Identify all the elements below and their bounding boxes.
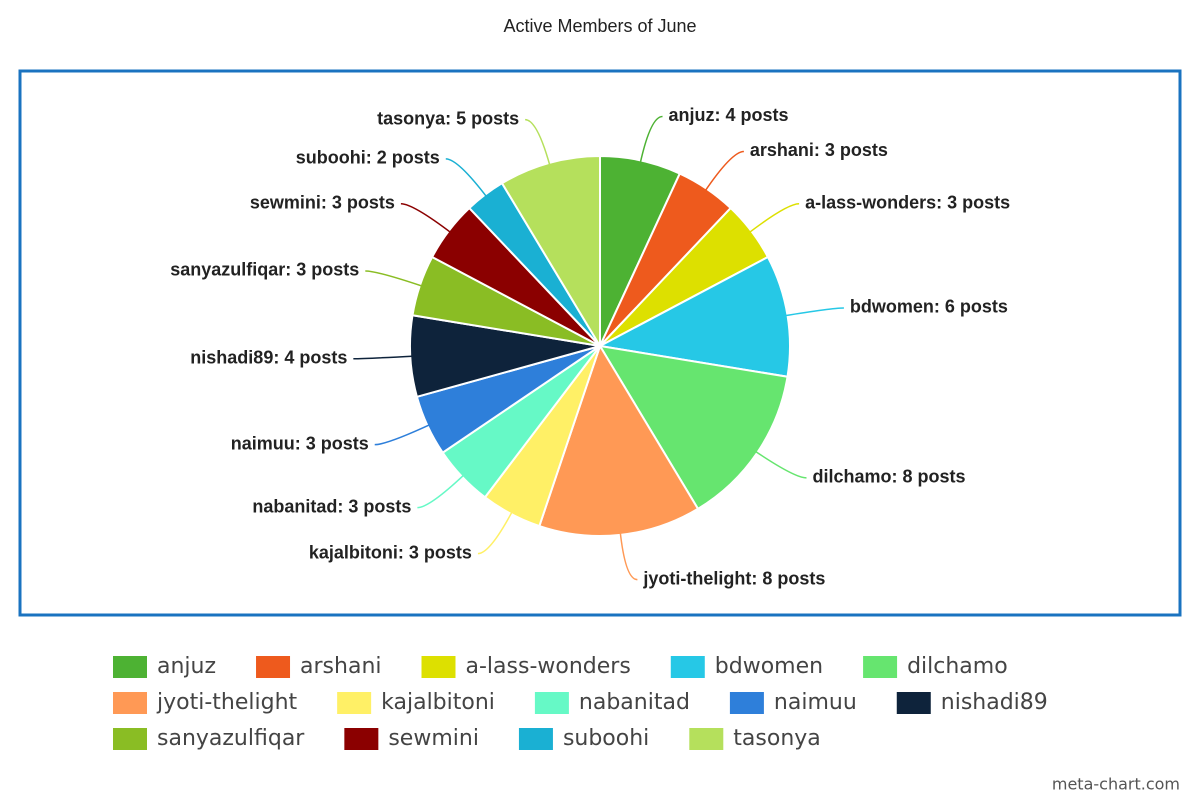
data-label: bdwomen: 6 posts — [850, 297, 1008, 317]
legend-swatch — [113, 728, 147, 750]
leader-line — [753, 449, 807, 479]
legend-label: bdwomen — [715, 654, 823, 679]
leader-line — [365, 270, 424, 288]
data-label: sanyazulfiqar: 3 posts — [170, 260, 359, 280]
legend-swatch — [670, 656, 705, 678]
legend-swatch — [337, 692, 372, 714]
legend-label: arshani — [300, 654, 381, 679]
leader-line — [783, 307, 844, 317]
chart-frame — [18, 69, 1182, 617]
legend-label: jyoti-thelight — [156, 690, 298, 715]
legend-swatch — [344, 728, 379, 750]
data-label: nabanitad: 3 posts — [252, 496, 411, 516]
legend-label: sanyazulfiqar — [157, 726, 305, 751]
legend-label: nabanitad — [579, 690, 690, 715]
legend-label: suboohi — [563, 726, 649, 751]
data-label: arshani: 3 posts — [750, 140, 888, 160]
legend-label: tasonya — [733, 726, 820, 751]
legend-swatch — [896, 692, 931, 714]
data-label: dilchamo: 8 posts — [813, 467, 966, 487]
legend-swatch — [421, 656, 456, 678]
data-label: suboohi: 2 posts — [296, 148, 440, 168]
data-label: anjuz: 4 posts — [669, 105, 789, 125]
legend-swatch — [729, 692, 764, 714]
legend-swatch — [689, 728, 724, 750]
data-label: nishadi89: 4 posts — [190, 347, 347, 367]
legend-label: dilchamo — [907, 654, 1008, 679]
data-label: sewmini: 3 posts — [250, 193, 395, 213]
legend-swatch — [534, 692, 569, 714]
legend-swatch — [256, 656, 291, 678]
leader-line — [417, 473, 466, 509]
legend-label: nishadi89 — [941, 690, 1048, 715]
leader-line — [639, 115, 663, 165]
leader-line — [524, 118, 551, 167]
leader-line — [477, 509, 514, 555]
legend-swatch — [113, 692, 147, 714]
legend-swatch — [113, 656, 147, 678]
leader-line — [374, 423, 432, 446]
leader-line — [353, 355, 415, 360]
data-label: jyoti-thelight: 8 posts — [642, 568, 825, 588]
data-label: a-lass-wonders: 3 posts — [805, 193, 1010, 213]
data-label: tasonya: 5 posts — [377, 108, 519, 128]
leader-line — [747, 203, 800, 235]
data-label: naimuu: 3 posts — [231, 433, 369, 453]
legend-swatch — [863, 656, 898, 678]
legend-label: naimuu — [774, 690, 857, 715]
legend-swatch — [518, 728, 553, 750]
data-label: kajalbitoni: 3 posts — [309, 542, 472, 562]
leader-line — [445, 158, 489, 199]
legend-label: anjuz — [157, 654, 216, 679]
legend-label: sewmini — [388, 726, 479, 751]
leader-line — [619, 530, 638, 581]
leader-line — [400, 203, 453, 235]
chart-title: Active Members of June — [503, 16, 696, 36]
credit: meta-chart.com — [1052, 775, 1180, 794]
legend-label: a-lass-wonders — [466, 654, 631, 679]
leader-line — [703, 150, 744, 193]
legend-label: kajalbitoni — [381, 690, 495, 715]
